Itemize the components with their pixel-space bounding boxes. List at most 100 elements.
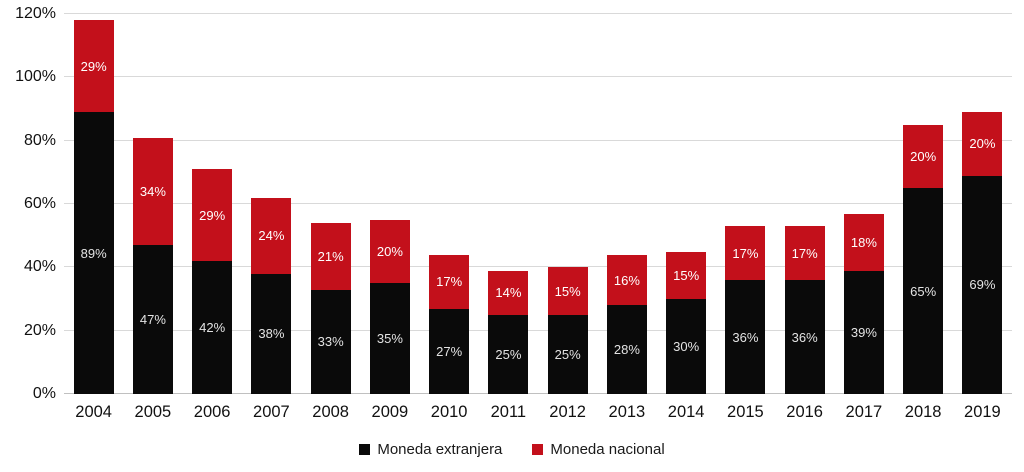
legend-swatch [532, 444, 544, 455]
bar-stack-2019: 20% 69% [962, 14, 1003, 394]
data-label: 15% [554, 283, 581, 299]
data-label: 47% [139, 312, 166, 328]
segment-moneda-extranjera: 27% [429, 308, 470, 394]
segment-moneda-nacional: 17% [784, 226, 825, 280]
gridline [64, 76, 1012, 78]
segment-moneda-nacional: 16% [606, 254, 647, 306]
legend-swatch [359, 444, 371, 455]
bar-2012: 15% 25% [538, 14, 597, 394]
data-label: 89% [80, 245, 107, 261]
segment-moneda-extranjera: 65% [903, 188, 944, 394]
x-tick-label: 2007 [253, 403, 290, 421]
bar-stack-2009: 20% 35% [369, 14, 410, 394]
bar-2009: 20% 35% [360, 14, 419, 394]
bar-2011: 14% 25% [479, 14, 538, 394]
x-tick-label: 2017 [845, 403, 883, 421]
segment-moneda-nacional: 29% [73, 20, 114, 113]
bar-2008: 21% 33% [301, 14, 360, 394]
legend-label: Moneda nacional [550, 441, 665, 458]
data-label: 15% [673, 267, 700, 283]
bar-2016: 17% 36% [775, 14, 834, 394]
x-tick-label: 2019 [964, 403, 1001, 421]
legend: Moneda extranjera Moneda nacional [0, 441, 1024, 458]
bar-2018: 20% 65% [894, 14, 953, 394]
bar-stack-2010: 17% 27% [429, 14, 470, 394]
bar-stack-2018: 20% 65% [903, 14, 944, 394]
bar-stack-2013: 16% 28% [606, 14, 647, 394]
x-axis: 2004 2005 2006 2007 2008 2009 2010 2011 2012 2013… [64, 403, 1012, 422]
segment-moneda-extranjera: 25% [488, 314, 529, 394]
gridline [64, 139, 1012, 141]
bar-2004: 29% 89% [64, 14, 123, 394]
bar-stack-2006: 29% 42% [192, 14, 233, 394]
x-tick-label: 2006 [193, 403, 231, 421]
data-label: 28% [613, 342, 640, 358]
y-tick-label: 40% [23, 258, 56, 276]
segment-moneda-nacional: 15% [666, 251, 707, 299]
segment-moneda-nacional: 17% [725, 226, 766, 280]
data-label: 27% [436, 343, 463, 359]
segment-moneda-nacional: 18% [843, 213, 884, 271]
data-label: 34% [139, 183, 166, 199]
x-tick-label: 2014 [667, 403, 705, 421]
y-tick-label: 20% [23, 321, 56, 339]
data-label: 42% [199, 320, 226, 335]
segment-moneda-nacional: 29% [192, 169, 233, 261]
segment-moneda-extranjera: 25% [547, 314, 588, 394]
segment-moneda-extranjera: 33% [310, 289, 351, 394]
data-label: 35% [376, 331, 403, 347]
segment-moneda-extranjera: 36% [784, 280, 825, 394]
y-tick-label: 0% [32, 385, 56, 402]
plot-area: 29% 89% 34% 47% 29% 42% 24% 38% 21% 33% 20% 35% 17% 2… [64, 13, 1012, 394]
data-label: 39% [850, 324, 877, 340]
bar-2017: 18% 39% [834, 14, 893, 394]
bar-2015: 17% 36% [716, 14, 775, 394]
x-tick-label: 2016 [786, 403, 823, 421]
data-label: 36% [732, 329, 759, 345]
segment-moneda-extranjera: 89% [73, 112, 114, 394]
segment-moneda-nacional: 15% [547, 267, 588, 315]
data-label: 38% [258, 326, 285, 342]
x-tick-label: 2010 [430, 403, 468, 421]
data-label: 17% [732, 245, 759, 261]
data-label: 21% [317, 248, 344, 264]
segment-moneda-extranjera: 47% [132, 245, 173, 394]
segment-moneda-extranjera: 39% [843, 270, 884, 394]
x-tick-label: 2008 [312, 403, 349, 421]
bar-stack-2014: 15% 30% [666, 14, 707, 394]
bar-stack-2004: 29% 89% [73, 14, 114, 394]
gridline [64, 203, 1012, 204]
data-label: 20% [910, 149, 937, 164]
bar-stack-2016: 17% 36% [784, 14, 825, 394]
x-tick-label: 2015 [727, 403, 764, 421]
bar-2013: 16% 28% [597, 14, 656, 394]
x-tick-label: 2005 [134, 403, 172, 421]
y-axis: 0% 20% 40% 60% 80% 100% 120% [0, 6, 56, 402]
bar-2010: 17% 27% [420, 14, 479, 394]
gridline [64, 329, 1012, 331]
bars-container: 29% 89% 34% 47% 29% 42% 24% 38% 21% 33% 20% 35% 17% 2… [64, 14, 1012, 394]
data-label: 24% [258, 228, 285, 244]
y-tick-label: 80% [23, 131, 56, 149]
data-label: 20% [969, 136, 996, 152]
gridline [64, 393, 1012, 394]
data-label: 20% [376, 244, 403, 259]
bar-stack-2008: 21% 33% [310, 14, 351, 394]
bar-2007: 24% 38% [242, 14, 301, 394]
x-tick-label: 2009 [371, 403, 409, 421]
segment-moneda-nacional: 34% [132, 137, 173, 246]
segment-moneda-nacional: 20% [903, 124, 944, 189]
segment-moneda-extranjera: 28% [606, 305, 647, 394]
bar-stack-2005: 34% 47% [132, 14, 173, 394]
segment-moneda-nacional: 21% [310, 223, 351, 290]
bar-stack-2017: 18% 39% [843, 14, 884, 394]
data-label: 14% [495, 285, 522, 301]
data-label: 25% [554, 346, 581, 362]
segment-moneda-nacional: 20% [369, 219, 410, 284]
x-tick-label: 2012 [549, 403, 586, 421]
data-label: 33% [317, 334, 344, 350]
legend-item-moneda-nacional: Moneda nacional [532, 441, 665, 458]
x-tick-label: 2011 [490, 403, 527, 421]
segment-moneda-extranjera: 30% [666, 299, 707, 394]
